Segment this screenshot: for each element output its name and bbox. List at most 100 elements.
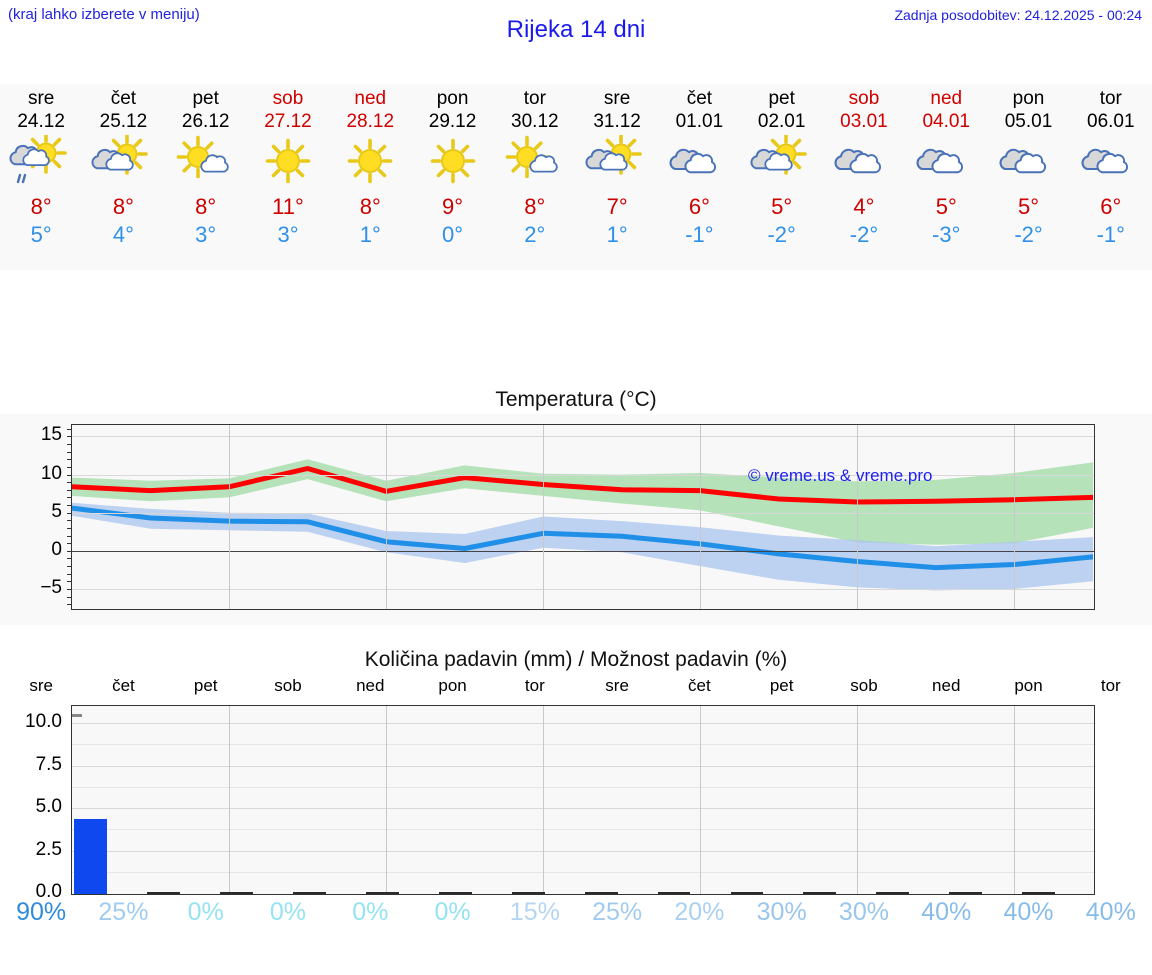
day-max-temp: 8° [524,194,546,219]
precipitation-bar [584,892,618,894]
sun-cloud-icon [746,135,818,189]
day-column[interactable]: tor 06.01 6° -1° [1070,84,1152,270]
day-min-temp: 3° [277,222,299,247]
day-date: 29.12 [428,111,477,132]
day-max-temp: 7° [606,194,628,219]
precipitation-day-label: sob [274,676,302,695]
sun-cloud-icon [87,135,159,189]
day-name: čet [110,88,137,109]
sun-icon [252,135,324,189]
gridline-vertical [543,706,545,894]
day-date: 24.12 [17,111,65,132]
day-max-temp: 8° [359,194,381,219]
day-column[interactable]: pet 02.01 5° -2° [741,84,823,270]
gridline-horizontal-minor [72,871,1094,873]
menu-hint-text: (kraj lahko izberete v meniju) [8,6,200,23]
day-column[interactable]: sre 31.12 7° 1° [576,84,658,270]
axis-tick [67,444,72,446]
day-name: tor [523,88,546,109]
day-column[interactable]: čet 25.12 8° 4° [82,84,164,270]
gridline-vertical [543,425,545,609]
sun-smallcloud-icon [499,135,571,189]
precipitation-bar [292,892,326,894]
day-column[interactable]: sob 27.12 11° 3° [247,84,329,270]
day-date: 05.01 [1004,111,1053,132]
day-column[interactable]: pon 05.01 5° -2° [987,84,1069,270]
cloud-icon [993,135,1065,189]
axis-tick [67,451,72,453]
gridline-horizontal-minor [72,829,1094,831]
day-name: ned [930,88,963,109]
precipitation-day-label: čet [688,676,711,695]
day-column[interactable]: pon 29.12 9° 0° [411,84,493,270]
axis-tick [67,459,72,461]
copyright-label: © vreme.us & vreme.pro [748,466,933,485]
precipitation-probability: 90% [16,898,67,926]
gridline-vertical [857,706,859,894]
day-min-temp: -2° [849,222,879,247]
day-name: ned [354,88,387,109]
precipitation-bar [876,892,910,894]
day-date: 01.01 [675,111,724,132]
day-min-temp: -3° [932,222,961,247]
day-min-temp: -2° [1014,222,1043,247]
precipitation-day-label: pon [1014,676,1043,695]
day-max-temp: 5° [935,194,957,219]
day-min-temp: 2° [524,222,546,247]
precipitation-probability: 40% [921,898,972,926]
precipitation-chart-section: Količina padavin (mm) / Možnost padavin … [0,643,1152,933]
axis-tick [67,566,72,568]
temperature-range-band [72,459,1093,545]
precipitation-probability: 15% [509,898,560,926]
precipitation-plot-area [71,705,1095,895]
axis-tick [67,596,72,598]
day-date: 06.01 [1087,111,1135,132]
precipitation-day-label: ned [932,676,961,695]
y-axis-tick-label: 0 [51,538,62,560]
day-column[interactable]: ned 04.01 5° -3° [905,84,987,270]
precipitation-probability: 0% [352,898,389,926]
axis-tick [67,604,72,606]
cloud-icon [828,135,900,189]
axis-tick [67,558,72,560]
cloud-icon [910,135,982,189]
precipitation-bar [147,892,180,894]
day-min-temp: 4° [112,222,134,247]
y-axis-tick-label: 10 [40,462,62,484]
axis-tick [67,428,72,430]
precipitation-day-label: tor [524,676,545,695]
precipitation-day-label: pet [193,676,218,695]
day-max-temp: 5° [771,194,793,219]
precipitation-probability: 25% [592,898,643,926]
day-column[interactable]: ned 28.12 8° 1° [329,84,411,270]
axis-tick [67,474,72,476]
day-column[interactable]: čet 01.01 6° -1° [658,84,740,270]
day-name: čet [686,88,713,109]
day-column[interactable]: sob 03.01 4° -2° [823,84,905,270]
precipitation-x-axis-labels: sre čet pet sob ned pon tor sre čet pet sob ned pon t… [0,676,1152,700]
precipitation-probability-row: 90% 25% 0% 0% 0% 0% 15% 25% 20% 30% 30% 40% 40% 40% [0,898,1152,934]
gridline-horizontal-minor [72,744,1094,746]
y-axis-tick-label: 7.5 [35,753,62,775]
gridline-horizontal [72,474,1094,476]
precipitation-bar [1022,892,1056,894]
day-min-temp: 1° [359,222,381,247]
y-axis-tick-label: 5.0 [35,796,62,817]
day-column[interactable]: sre 24.12 8° 5° [0,84,82,270]
day-column[interactable]: pet 26.12 8° 3° [165,84,247,270]
axis-nub [72,714,82,717]
gridline-horizontal [72,765,1094,767]
gridline-vertical [386,425,388,609]
precipitation-bar [657,892,691,894]
day-column[interactable]: tor 30.12 8° 2° [494,84,576,270]
last-updated-text: Zadnja posodobitev: 24.12.2025 - 00:24 [894,7,1142,23]
gridline-horizontal [72,850,1094,852]
cloud-icon [1075,135,1147,189]
header-bar: (kraj lahko izberete v meniju) Rijeka 14… [0,0,1152,56]
precipitation-probability: 20% [674,898,725,926]
day-min-temp: -1° [1096,222,1125,247]
y-axis-tick-label: 5 [51,500,62,522]
temperature-series-svg [69,459,1096,591]
gridline-vertical [700,425,702,609]
precipitation-day-label: sob [850,676,878,695]
